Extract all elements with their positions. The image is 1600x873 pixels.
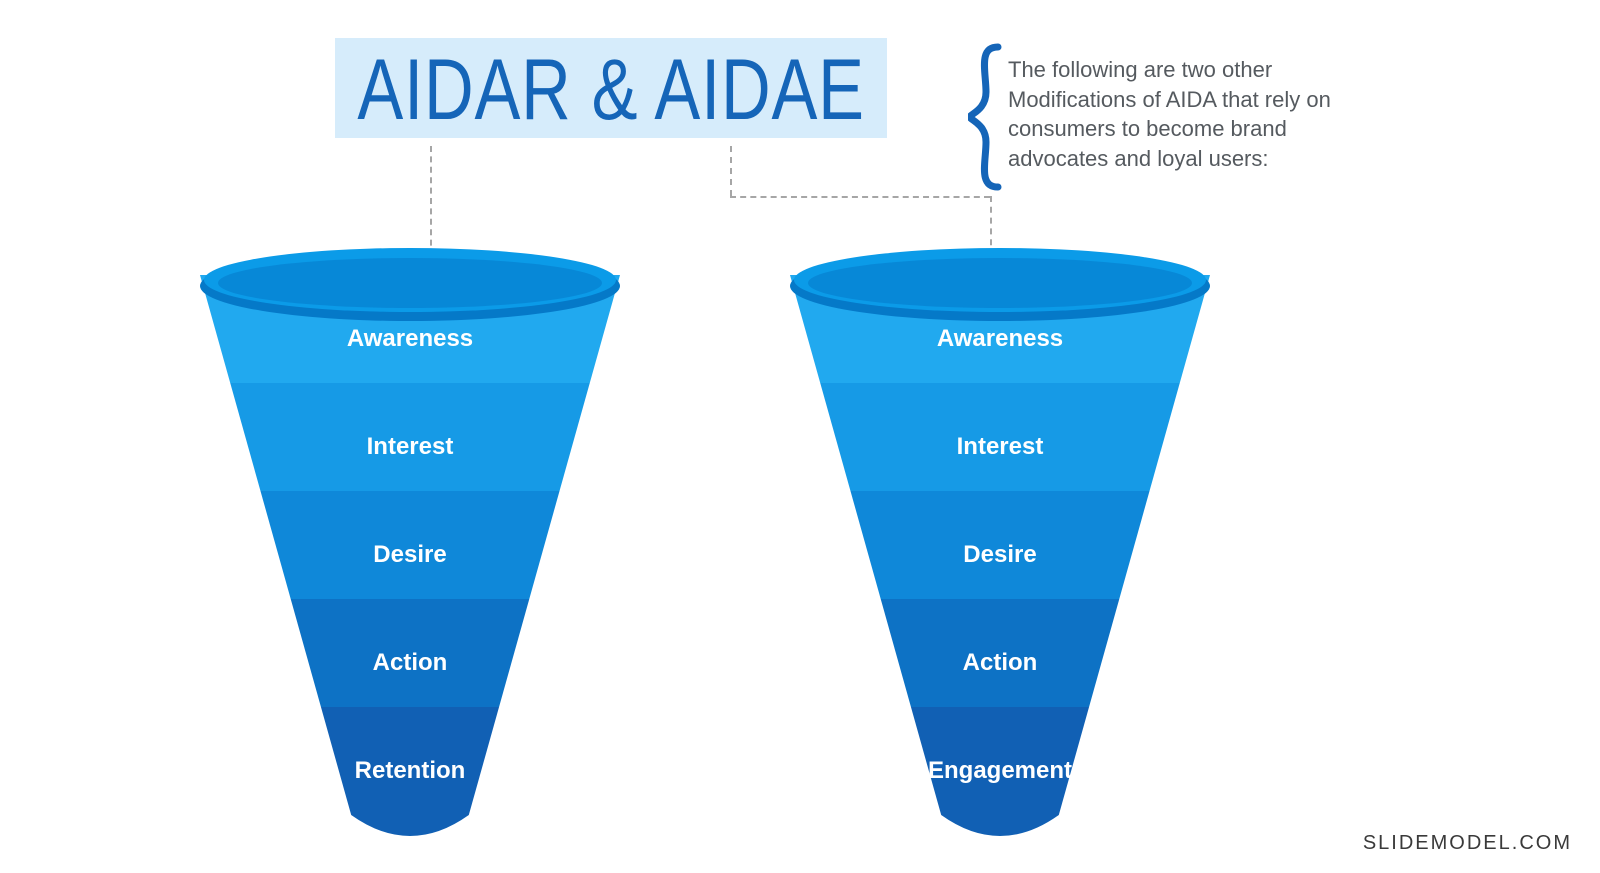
funnel-bottom-cap [351,815,469,836]
funnel-bottom-cap [941,815,1059,836]
funnel-stage-label: Interest [790,433,1210,461]
connector-line [430,146,432,256]
funnel-stage-label: Desire [790,541,1210,569]
funnel-stage-label: Action [790,649,1210,677]
description-text: The following are two other Modification… [1008,55,1338,174]
funnel-stage-label: Action [200,649,620,677]
connector-line [730,196,990,198]
funnel-stage-label: Desire [200,541,620,569]
funnel-stage-label: Awareness [200,325,620,353]
brace-icon [968,42,1008,192]
footer-credit: SLIDEMODEL.COM [1363,832,1572,855]
funnel-rim-inner [808,258,1192,308]
funnel-stage-label: Awareness [790,325,1210,353]
page-title: AIDAR & AIDAE [335,38,887,138]
funnel-aidar: Awareness Interest Desire Action Retention [200,245,620,845]
infographic-stage: AIDAR & AIDAE The following are two othe… [0,0,1600,873]
funnel-stage-label: Interest [200,433,620,461]
funnel-stage-label: Retention [200,757,620,785]
funnel-stage-label: Engagement [790,757,1210,785]
connector-line [730,146,732,196]
page-title-text: AIDAR & AIDAE [357,42,864,138]
funnel-rim-inner [218,258,602,308]
funnel-aidae: Awareness Interest Desire Action Engagement [790,245,1210,845]
